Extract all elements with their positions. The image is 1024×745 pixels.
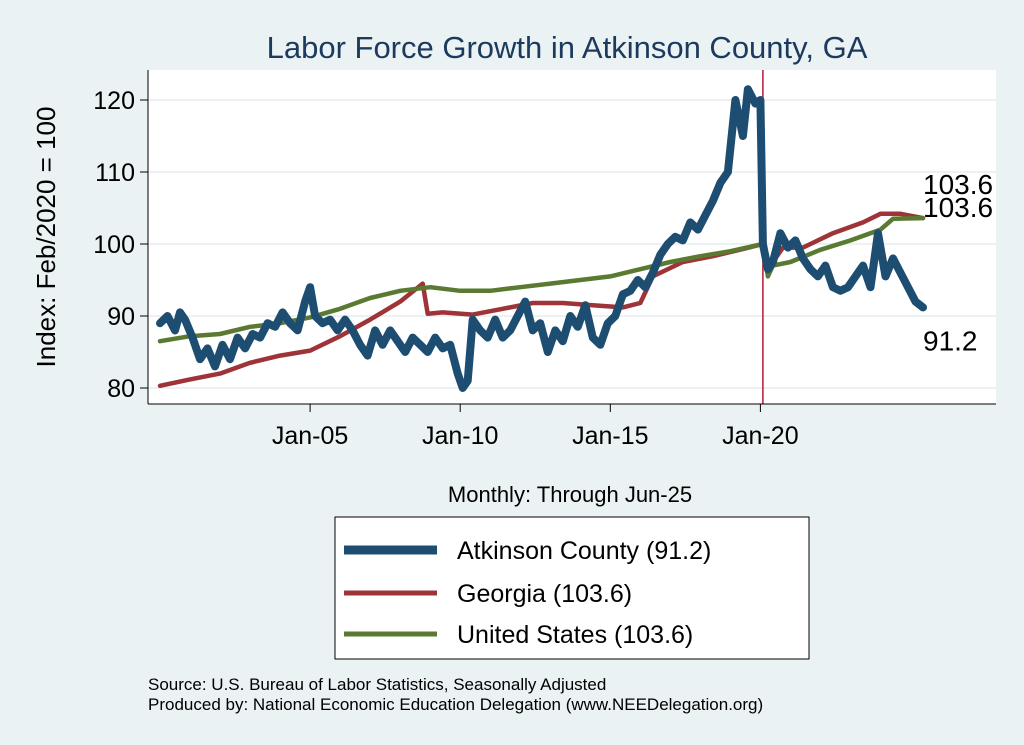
series-layer	[156, 85, 927, 392]
end-label-united-states: 103.6	[923, 192, 993, 223]
plot-area	[148, 70, 996, 404]
produced-by-note: Produced by: National Economic Education…	[148, 695, 763, 714]
x-axis-title: Monthly: Through Jun-25	[448, 482, 692, 507]
legend-label-atkinson: Atkinson County (91.2)	[457, 537, 711, 565]
legend: Atkinson County (91.2) Georgia (103.6) U…	[334, 516, 810, 660]
y-axis-title: Index: Feb/2020 = 100	[31, 107, 61, 368]
legend-label-georgia: Georgia (103.6)	[457, 580, 632, 608]
axes: 80 90 100 110 120 Jan-05 Jan-10 Jan-15 Jan-20	[93, 70, 996, 450]
end-label-georgia: 103.6	[923, 169, 993, 200]
y-tick-label-90: 90	[107, 303, 135, 331]
x-tick-label-jan-15: Jan-15	[572, 422, 648, 450]
x-tick-label-jan-10: Jan-10	[422, 422, 498, 450]
end-label-atkinson: 91.2	[923, 325, 978, 356]
x-tick-label-jan-20: Jan-20	[722, 422, 798, 450]
x-tick-label-jan-05: Jan-05	[272, 422, 348, 450]
y-tick-label-80: 80	[107, 375, 135, 403]
y-tick-label-110: 110	[95, 159, 135, 187]
y-tick-label-120: 120	[93, 87, 135, 115]
chart-title: Labor Force Growth in Atkinson County, G…	[267, 30, 868, 65]
source-note: Source: U.S. Bureau of Labor Statistics,…	[148, 675, 606, 694]
legend-label-united-states: United States (103.6)	[457, 621, 693, 649]
y-tick-label-100: 100	[93, 231, 135, 259]
series-line-atkinson	[156, 85, 927, 392]
